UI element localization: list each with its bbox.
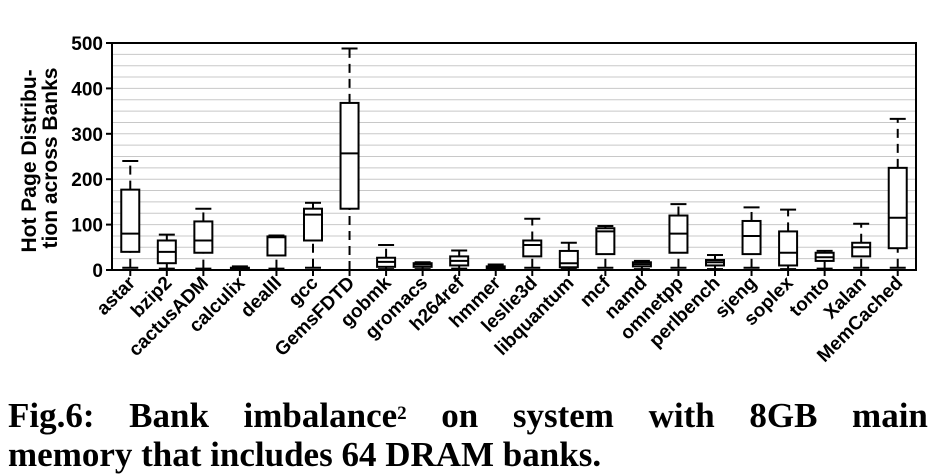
box-astar <box>120 160 141 269</box>
box-bzip2 <box>156 233 177 270</box>
box-tonto <box>814 249 835 270</box>
box-Xalan <box>851 222 872 269</box>
box-iqr <box>887 166 908 250</box>
box-iqr <box>266 235 287 257</box>
box-iqr <box>741 219 762 256</box>
y-axis-label-line-2: tion across Banks <box>39 68 62 249</box>
box-sjeng <box>741 206 762 269</box>
y-axis: 0 100 200 300 400 500 <box>71 34 112 282</box>
y-axis-label: Hot Page Distribu- tion across Banks <box>18 63 62 252</box>
box-omnetpp <box>668 203 689 269</box>
box-mcf <box>595 224 616 269</box>
box-iqr <box>851 241 872 258</box>
box-perlbench <box>705 254 725 271</box>
caption-word: 8GB <box>749 396 818 435</box>
box-gobmk <box>376 244 397 271</box>
caption-word: main <box>852 396 928 435</box>
box-iqr <box>522 239 543 258</box>
caption-word: with <box>648 396 715 435</box>
box-iqr <box>778 230 799 267</box>
y-tick-label: 200 <box>71 170 103 191</box>
y-axis-label-line-1: Hot Page Distribu- <box>18 69 41 252</box>
caption-word: Bank <box>129 396 209 435</box>
figure-caption: Fig.6: Bank imbalance2 on system with 8G… <box>8 396 928 474</box>
box-iqr <box>339 101 360 210</box>
box-iqr <box>120 188 141 253</box>
box-libquantum <box>558 241 579 271</box>
y-tick-label: 500 <box>71 34 103 55</box>
caption-word: system <box>512 396 614 435</box>
box-leslie3d <box>522 217 543 269</box>
x-tick-label: dealII <box>237 273 286 322</box>
box-iqr <box>595 227 616 256</box>
box-GemsFDTD <box>339 47 360 271</box>
y-tick-label: 300 <box>71 125 103 146</box>
caption-line-2: memory that includes 64 DRAM banks. <box>8 435 602 474</box>
box-soplex <box>778 208 799 271</box>
box-dealII <box>266 234 287 270</box>
caption-word-with-footnote: imbalance2 <box>243 396 407 435</box>
y-tick-label: 100 <box>71 216 103 237</box>
caption-word: Fig.6: <box>8 396 95 435</box>
box-h264ref <box>449 249 470 270</box>
box-iqr <box>193 220 214 254</box>
box-MemCached <box>887 117 908 269</box>
caption-word: on <box>441 396 479 435</box>
x-axis: astarbzip2cactusADMcalculixdealIIgccGems… <box>93 270 907 367</box>
y-tick-label: 400 <box>71 79 103 100</box>
box-plot-chart: 0 100 200 300 400 500 astarbzip2cactusADMcalc… <box>18 34 917 367</box>
box-series <box>120 47 908 271</box>
footnote-marker: 2 <box>397 403 407 424</box>
gridlines <box>112 53 916 260</box>
box-cactusADM <box>193 207 214 270</box>
y-tick-label: 0 <box>92 261 103 282</box>
box-iqr <box>558 249 579 269</box>
box-gromacs <box>412 261 433 271</box>
caption-line-1: Fig.6: Bank imbalance2 on system with 8G… <box>8 396 928 435</box>
plot-area-frame <box>111 42 917 271</box>
box-iqr <box>303 207 323 242</box>
box-gcc <box>303 201 323 269</box>
box-namd <box>631 259 652 271</box>
